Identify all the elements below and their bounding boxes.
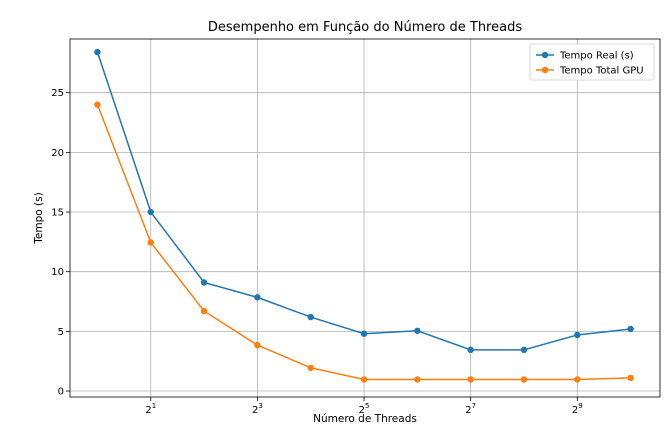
y-tick-label: 10: [51, 267, 64, 278]
legend-swatch-marker: [541, 66, 549, 74]
data-point: [94, 48, 101, 56]
x-tick-label: 23: [252, 402, 263, 416]
data-point: [574, 376, 581, 383]
data-point: [574, 331, 581, 339]
legend-box: [529, 43, 655, 81]
legend-swatch-marker: [541, 51, 549, 59]
data-point: [467, 376, 474, 383]
x-axis-label: Número de Threads: [313, 413, 417, 425]
data-point: [467, 346, 474, 354]
data-point: [307, 364, 314, 371]
grid-lines: [70, 39, 660, 397]
data-point: [200, 279, 208, 286]
data-point: [200, 307, 208, 315]
series-layer: [94, 48, 634, 383]
data-point: [520, 346, 528, 354]
legend: Tempo Real (s) Tempo Total GPU: [529, 43, 655, 81]
x-tick-label: 29: [572, 402, 583, 416]
data-point: [520, 376, 528, 383]
y-tick-label: 15: [51, 208, 64, 219]
y-tick-label: 5: [58, 327, 64, 338]
data-point: [360, 330, 368, 337]
data-point: [627, 325, 634, 333]
plot-frame: [69, 38, 661, 398]
data-point: [360, 376, 368, 383]
data-point: [254, 294, 261, 301]
x-tick-label: 21: [145, 402, 156, 416]
data-point: [147, 208, 154, 216]
legend-label: Tempo Total GPU: [559, 66, 644, 77]
data-point: [94, 101, 101, 108]
x-tick-label: 27: [465, 402, 476, 416]
series-2: [94, 101, 634, 383]
y-tick-label: 25: [51, 88, 64, 99]
legend-label: Tempo Real (s): [559, 51, 634, 62]
y-tick-label: 0: [58, 387, 64, 398]
data-point: [627, 374, 634, 382]
data-point: [414, 327, 421, 334]
x-tick-label: 25: [359, 402, 370, 416]
y-tick-label: 20: [51, 148, 64, 159]
data-point: [307, 313, 314, 321]
data-point: [254, 341, 261, 349]
axis-ticks: 0 5 10 15 20 25 21 23 25 27 29: [51, 88, 582, 416]
chart-title: Desempenho em Função do Número de Thread…: [208, 20, 522, 35]
y-axis-label: Tempo (s): [33, 192, 45, 244]
data-point: [147, 239, 154, 246]
series-1: [94, 48, 634, 354]
data-point: [414, 376, 421, 383]
